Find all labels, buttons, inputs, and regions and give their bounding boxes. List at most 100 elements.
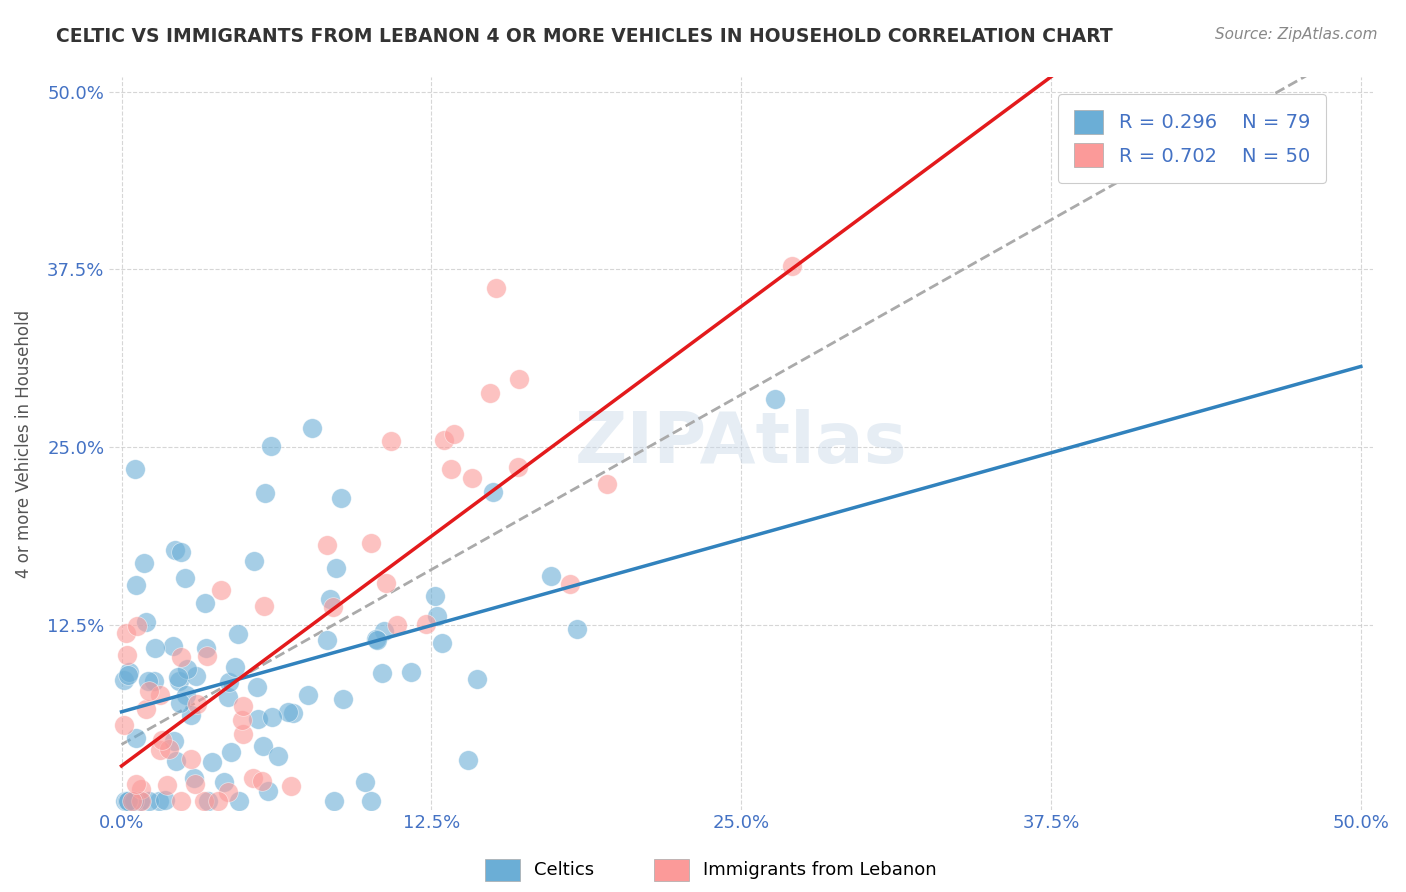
Point (122, 794, 145, 808)
Point (143, 673, 166, 688)
Point (319, 592, 342, 607)
Point (415, 616, 437, 631)
Point (224, 659, 246, 673)
Text: Source: ZipAtlas.com: Source: ZipAtlas.com (1215, 27, 1378, 42)
Point (148, 794, 170, 808)
Point (301, 420, 323, 434)
Point (186, 697, 208, 711)
Point (138, 673, 160, 688)
Point (430, 636, 453, 650)
Point (184, 669, 207, 683)
Point (163, 734, 186, 748)
Point (195, 641, 218, 656)
Text: ZIPAtlas: ZIPAtlas (575, 409, 907, 478)
Point (173, 571, 195, 585)
Point (540, 569, 562, 583)
Point (167, 674, 190, 689)
Point (138, 794, 160, 808)
Point (218, 675, 240, 690)
Point (121, 794, 143, 808)
Point (443, 426, 465, 441)
Point (373, 624, 395, 638)
Point (329, 491, 352, 505)
Point (360, 794, 382, 808)
Point (461, 471, 484, 485)
Point (325, 561, 347, 575)
Text: Immigrants from Lebanon: Immigrants from Lebanon (703, 861, 936, 879)
Point (195, 648, 218, 663)
Point (366, 632, 388, 647)
Point (423, 589, 446, 603)
Point (114, 718, 136, 732)
Point (231, 713, 253, 727)
Point (124, 462, 146, 476)
Point (209, 582, 232, 597)
Point (129, 781, 152, 796)
Point (283, 706, 305, 721)
Point (260, 710, 283, 724)
Point (252, 739, 274, 753)
Point (253, 599, 276, 613)
Point (370, 666, 392, 681)
Point (170, 545, 193, 559)
Point (360, 535, 382, 549)
Point (134, 556, 156, 570)
Point (115, 648, 138, 662)
Point (482, 484, 505, 499)
Point (257, 784, 280, 798)
Text: Celtics: Celtics (534, 861, 595, 879)
Point (129, 794, 152, 808)
Point (135, 615, 157, 629)
Point (212, 774, 235, 789)
Point (135, 701, 157, 715)
Point (117, 668, 139, 682)
Point (232, 727, 254, 741)
Point (297, 688, 319, 702)
Point (114, 626, 136, 640)
Point (193, 794, 215, 808)
Point (153, 793, 176, 807)
Point (508, 372, 530, 386)
Point (117, 794, 139, 808)
Point (399, 665, 422, 679)
Point (184, 777, 207, 791)
Point (169, 696, 191, 710)
Point (201, 755, 224, 769)
Point (179, 752, 201, 766)
Point (125, 776, 148, 790)
Point (322, 600, 344, 615)
Point (479, 385, 502, 400)
Point (226, 626, 249, 640)
Point (218, 785, 240, 799)
Point (150, 733, 173, 747)
Point (219, 745, 242, 759)
Point (243, 553, 266, 567)
Point (267, 748, 290, 763)
Point (207, 794, 229, 808)
Point (280, 779, 302, 793)
Point (114, 794, 136, 808)
Point (316, 632, 339, 647)
Text: CELTIC VS IMMIGRANTS FROM LEBANON 4 OR MORE VEHICLES IN HOUSEHOLD CORRELATION CH: CELTIC VS IMMIGRANTS FROM LEBANON 4 OR M… (56, 27, 1114, 45)
Point (426, 609, 449, 624)
Point (250, 774, 273, 789)
Point (157, 742, 180, 756)
Point (112, 673, 135, 687)
Point (467, 672, 489, 686)
Point (246, 680, 269, 694)
Point (780, 259, 803, 273)
Point (124, 731, 146, 745)
Point (596, 477, 619, 491)
Point (138, 683, 160, 698)
Point (353, 774, 375, 789)
Point (169, 650, 191, 665)
Point (183, 771, 205, 785)
Point (143, 640, 166, 655)
Point (567, 622, 589, 636)
Point (194, 596, 217, 610)
Point (385, 618, 408, 632)
Point (323, 794, 346, 808)
Point (485, 281, 508, 295)
Point (364, 632, 387, 646)
Point (457, 753, 479, 767)
